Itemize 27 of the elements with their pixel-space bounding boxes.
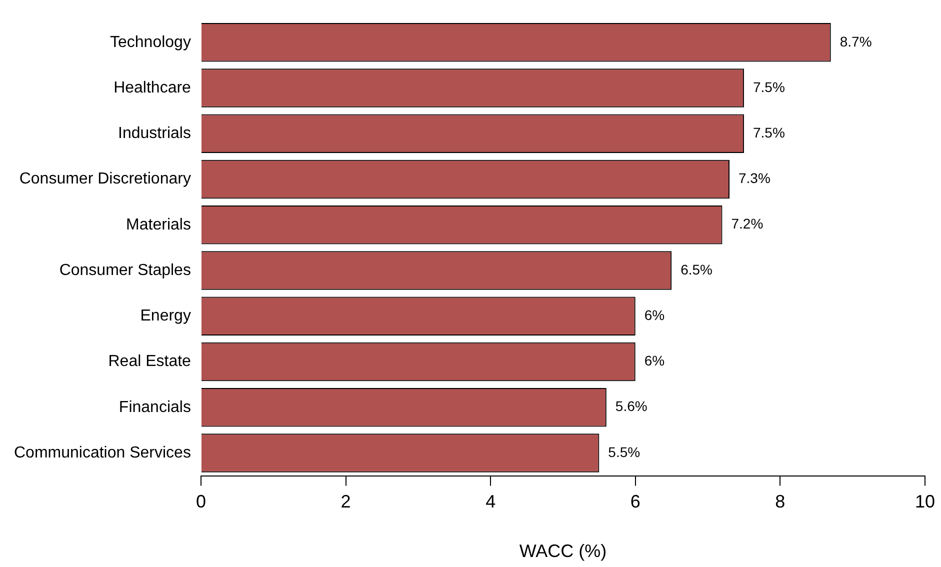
data-label: 7.3% bbox=[738, 170, 770, 186]
y-tick-label: Consumer Staples bbox=[59, 262, 191, 279]
x-tick-label: 0 bbox=[196, 492, 206, 512]
y-tick-label: Energy bbox=[140, 308, 191, 325]
data-label: 6% bbox=[644, 306, 665, 323]
data-label: 8.7% bbox=[840, 33, 872, 50]
x-axis-title: WACC (%) bbox=[519, 541, 607, 562]
data-label: 7.5% bbox=[752, 124, 785, 141]
x-tick-label: 4 bbox=[486, 492, 496, 512]
y-tick-label: Communication Services bbox=[14, 444, 191, 462]
y-tick-label: Financials bbox=[118, 398, 191, 416]
x-tick-label: 2 bbox=[340, 492, 351, 512]
y-tick-label: Materials bbox=[126, 216, 191, 234]
data-label: 5.5% bbox=[608, 444, 640, 460]
y-tick-label: Industrials bbox=[118, 125, 191, 142]
data-label: 7.5% bbox=[752, 78, 785, 95]
y-tick-label: Real Estate bbox=[108, 353, 192, 370]
data-label: 6% bbox=[644, 352, 665, 369]
y-tick-label: Healthcare bbox=[114, 79, 192, 96]
y-tick-label: Consumer Discretionary bbox=[19, 170, 191, 188]
data-label: 7.2% bbox=[731, 216, 764, 232]
x-tick-label: 10 bbox=[914, 492, 936, 512]
data-label: 5.6% bbox=[615, 398, 648, 414]
y-tick-label: Technology bbox=[110, 34, 191, 51]
x-tick-label: 8 bbox=[775, 492, 786, 512]
x-tick-label: 6 bbox=[630, 492, 640, 512]
data-label: 6.5% bbox=[680, 261, 712, 278]
